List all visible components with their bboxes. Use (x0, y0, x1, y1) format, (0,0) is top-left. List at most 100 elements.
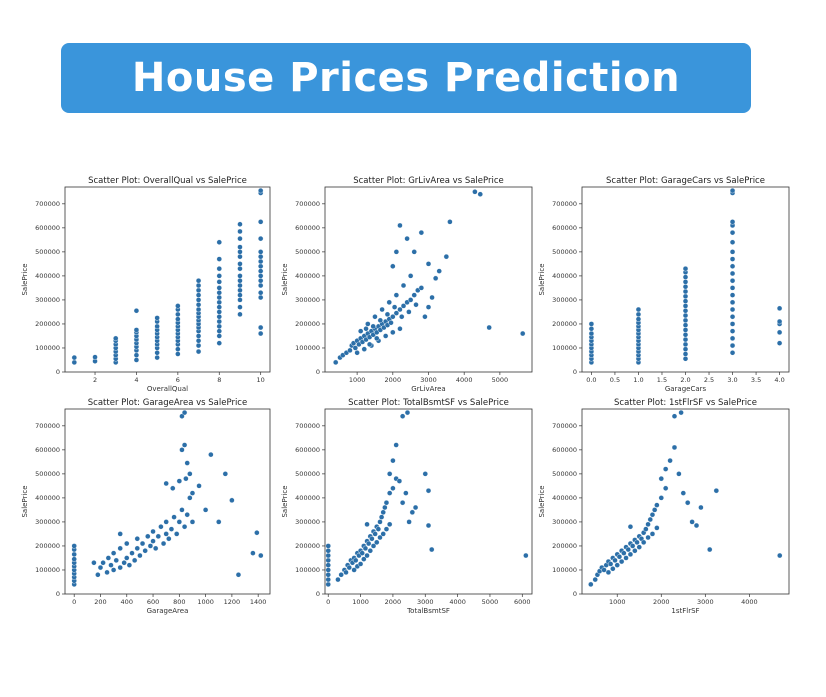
chart-1-point (520, 330, 526, 337)
chart-3-point (110, 550, 117, 556)
chart-4-point (369, 536, 375, 542)
chart-5-point (605, 569, 612, 576)
chart-1-point (399, 314, 405, 320)
chart-2-point (682, 332, 689, 338)
chart-2-point (729, 306, 736, 313)
chart-5-point (592, 576, 598, 583)
chart-0-point (237, 311, 243, 318)
chart-0-point (175, 311, 181, 318)
chart-0-point (237, 261, 243, 267)
chart-5-point (676, 471, 682, 477)
chart-2-point (729, 219, 736, 225)
chart-4-point (396, 478, 403, 484)
chart-0-point (257, 282, 264, 289)
chart-5-point (662, 485, 669, 491)
chart-0-xtick-label: 2 (93, 376, 97, 384)
chart-1-point (372, 314, 378, 320)
chart-3-point (126, 562, 133, 568)
chart-1-point (391, 304, 398, 310)
chart-0-point (216, 318, 222, 325)
chart-3-point (124, 540, 130, 547)
chart-3-point (183, 475, 189, 482)
chart-1-point (366, 341, 373, 348)
chart-0-point (257, 278, 264, 284)
chart-0-point (92, 354, 98, 360)
chart-4-point (357, 561, 364, 567)
chart-2-point (682, 298, 689, 304)
chart-0-point (237, 273, 243, 279)
chart-5-point (707, 546, 713, 553)
chart-1-point (425, 304, 432, 310)
chart-1-xtick-label: 5000 (492, 376, 509, 384)
chart-4-point (375, 526, 382, 532)
chart-0-xlabel: OverallQual (147, 385, 188, 393)
chart-0-ylabel: SalePrice (21, 263, 29, 295)
chart-2-point (682, 284, 689, 290)
chart-3-point (176, 478, 183, 484)
chart-4-point (372, 531, 378, 537)
page-title: House Prices Prediction (131, 55, 681, 101)
chart-3-point (229, 497, 235, 503)
chart-3-point (104, 569, 110, 576)
chart-1-xtick-label: 4000 (456, 376, 473, 384)
chart-2-point (635, 316, 642, 322)
scatter-garagearea-chart: Scatter Plot: GarageArea vs SalePrice 0 10… (21, 398, 271, 615)
chart-5-point (645, 534, 651, 541)
chart-5-point (588, 581, 594, 588)
chart-0-point (257, 268, 264, 274)
chart-3-xlabel: GarageArea (147, 607, 189, 615)
chart-1-point (397, 222, 403, 229)
chart-3-point (142, 548, 148, 554)
chart-3-point (208, 451, 214, 458)
chart-3-point (181, 442, 188, 448)
chart-2-point (776, 340, 783, 346)
chart-1-point (347, 347, 353, 354)
chart-1-point (418, 285, 425, 291)
chart-2-ytick-label: 600000 (552, 224, 577, 232)
chart-4-xtick-label: 3000 (417, 598, 434, 606)
chart-5-point (614, 562, 620, 568)
chart-3-point (163, 531, 169, 537)
chart-2-ylabel: SalePrice (538, 263, 546, 295)
chart-3-point (181, 524, 188, 530)
chart-3-xtick-label: 0 (72, 598, 76, 606)
chart-2-point (729, 342, 736, 349)
chart-1-point (393, 249, 400, 255)
chart-1-point (365, 321, 371, 327)
chart-3-point (187, 471, 193, 477)
chart-2-xtick-label: 4.0 (774, 376, 784, 384)
chart-4-point (386, 521, 393, 528)
chart-5-title: Scatter Plot: 1stFlrSF vs SalePrice (614, 398, 757, 408)
chart-1-ylabel: SalePrice (281, 263, 289, 295)
chart-3-title: Scatter Plot: GarageArea vs SalePrice (88, 398, 247, 408)
chart-1-ytick-label: 0 (316, 368, 320, 376)
chart-4-ytick-label: 700000 (295, 422, 320, 430)
chart-4-xlabel: TotalBsmtSF (406, 607, 450, 615)
chart-3-point (117, 545, 123, 552)
chart-2-xtick-label: 0.0 (586, 376, 596, 384)
chart-2-point (635, 306, 642, 313)
chart-5-point (693, 522, 700, 529)
chart-1-point (352, 345, 359, 351)
chart-5-ytick-label: 300000 (552, 518, 577, 526)
chart-5-ytick-label: 200000 (552, 542, 577, 550)
chart-3-point (166, 536, 172, 542)
chart-0-ytick-label: 300000 (35, 296, 60, 304)
chart-0-point (257, 273, 264, 279)
chart-0-point (154, 350, 160, 356)
chart-0-point (195, 333, 202, 339)
chart-4-point (425, 522, 432, 529)
chart-4-xtick-label: 5000 (482, 598, 499, 606)
chart-3-ytick-label: 300000 (35, 518, 60, 526)
chart-1-point (333, 359, 339, 366)
chart-4-xtick-label: 0 (326, 598, 330, 606)
chart-4-point (390, 485, 396, 491)
chart-4-xtick-label: 6000 (514, 598, 531, 606)
chart-3-xtick-label: 1000 (197, 598, 214, 606)
chart-2-xtick-label: 2.5 (704, 376, 714, 384)
chart-4-point (412, 504, 419, 511)
chart-3-point (139, 540, 146, 547)
chart-5-point (689, 519, 695, 525)
chart-0-point (237, 265, 243, 272)
chart-0-point (237, 287, 243, 294)
